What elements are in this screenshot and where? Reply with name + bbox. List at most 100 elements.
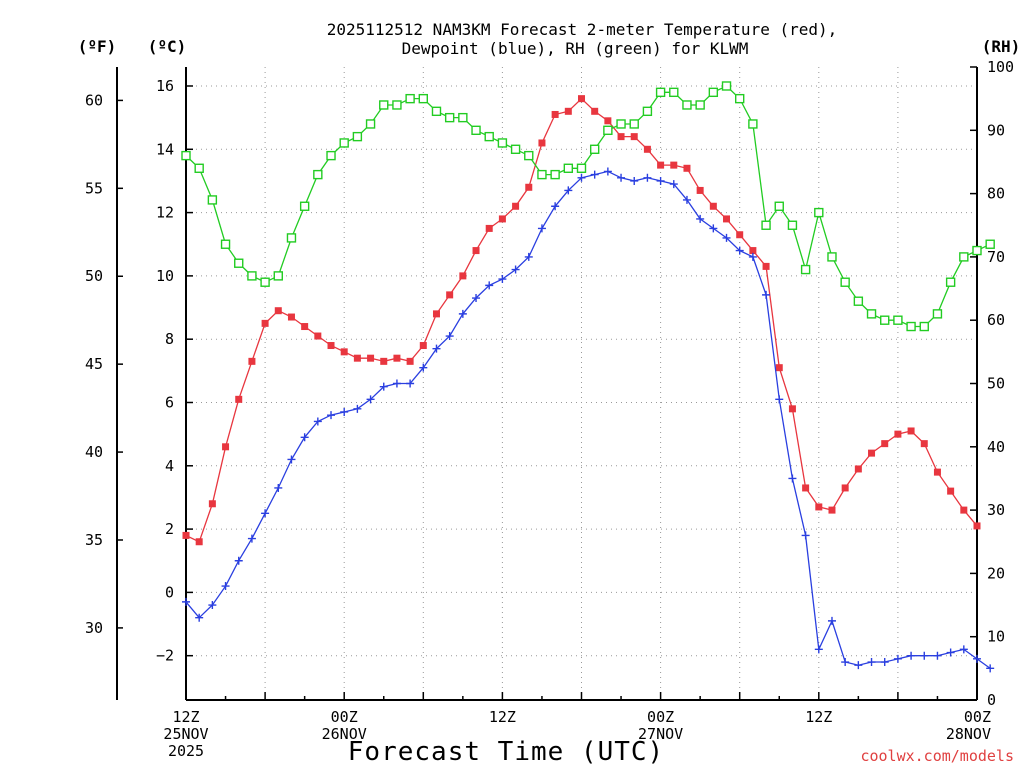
fahrenheit-tick-label: 40 <box>85 443 103 461</box>
rh-point <box>959 252 969 262</box>
temperature-point <box>762 262 770 270</box>
rh-unit-label: (RH) <box>982 37 1021 56</box>
axis-ticks: −2 0 2 4 6 8 10 12 14 16 30 35 40 45 50 55 60 0 10 20 30 40 50… <box>85 58 1014 760</box>
rh-point <box>603 125 613 136</box>
rh-point <box>326 150 336 161</box>
dewpoint-point <box>182 597 190 606</box>
rh-point <box>906 321 916 332</box>
rh-point <box>629 119 639 129</box>
dewpoint-point <box>643 173 652 182</box>
temperature-point <box>551 110 559 118</box>
temperature-point <box>248 357 256 365</box>
dewpoint-point <box>656 176 665 185</box>
temperature-point <box>933 468 941 476</box>
temperature-point <box>327 342 335 350</box>
rh-point <box>932 309 943 319</box>
dewpoint-point <box>392 379 401 388</box>
temperature-point <box>208 500 216 508</box>
temperature-point <box>195 538 203 546</box>
rh-point <box>669 87 679 98</box>
dewpoint-point <box>247 534 256 543</box>
celsius-tick-label: 2 <box>165 520 174 538</box>
rh-point <box>392 100 402 110</box>
dewpoint-point <box>827 616 836 625</box>
dewpoint-point <box>261 509 270 518</box>
temperature-point <box>472 247 480 255</box>
dewpoint-point <box>867 658 876 667</box>
temperature-point <box>802 484 810 492</box>
rh-point <box>800 264 811 275</box>
temperature-point <box>274 307 282 315</box>
dewpoint-point <box>208 601 217 610</box>
dewpoint-point <box>458 309 467 318</box>
dewpoint-point <box>445 332 454 341</box>
celsius-tick-label: 12 <box>156 204 174 222</box>
dewpoint-point <box>590 170 599 179</box>
dewpoint-point <box>617 173 626 182</box>
rh-point <box>853 296 864 306</box>
dewpoint-point <box>933 651 942 660</box>
fahrenheit-tick-label: 55 <box>85 179 103 197</box>
rh-point <box>721 81 732 91</box>
rh-point <box>972 245 982 256</box>
dewpoint-point <box>419 363 428 372</box>
dewpoint-point <box>353 404 362 413</box>
temperature-point <box>419 342 427 350</box>
dewpoint-point <box>577 173 586 182</box>
dewpoint-point <box>630 176 639 185</box>
temperature-point <box>512 202 520 210</box>
dewpoint-point <box>340 407 349 416</box>
rh-point <box>207 195 218 205</box>
temperature-point <box>340 348 348 356</box>
dewpoint-point <box>920 651 929 660</box>
dewpoint-point <box>221 582 230 591</box>
dewpoint-point <box>841 658 850 667</box>
rh-point <box>484 131 494 142</box>
temperature-point <box>775 364 783 372</box>
rh-tick-label: 90 <box>987 121 1005 139</box>
temperature-point <box>367 354 375 362</box>
dewpoint-point <box>287 455 296 464</box>
dewpoint-point <box>234 556 243 565</box>
temperature-point <box>683 164 691 172</box>
axes <box>116 67 978 701</box>
fahrenheit-unit-label: (ºF) <box>78 37 117 56</box>
time-tick-label: 12Z <box>172 708 199 726</box>
dewpoint-point <box>986 664 995 673</box>
temperature-point <box>643 145 651 153</box>
rh-point <box>299 201 310 211</box>
dewpoint-point <box>366 395 375 404</box>
time-tick-label: 12Z <box>489 708 516 726</box>
x-axis-label: Forecast Time (UTC) <box>348 737 664 767</box>
rh-point <box>708 87 719 98</box>
rh-tick-label: 40 <box>987 438 1005 456</box>
temperature-point <box>736 231 744 239</box>
dewpoint-point <box>432 344 441 353</box>
temperature-point <box>854 465 862 473</box>
dewpoint-line <box>185 170 991 669</box>
dewpoint-point <box>959 645 968 654</box>
rh-point <box>774 201 784 211</box>
fahrenheit-tick-label: 50 <box>85 267 103 285</box>
fahrenheit-tick-label: 30 <box>85 619 103 637</box>
temperature-point <box>617 133 625 141</box>
rh-point <box>748 119 758 129</box>
rh-tick-label: 100 <box>987 58 1014 76</box>
dewpoint-point <box>709 224 718 233</box>
dewpoint-point <box>669 180 678 189</box>
rh-point <box>405 93 415 104</box>
rh-point <box>840 277 850 287</box>
temperature-point <box>182 531 190 539</box>
temperature-point <box>657 161 665 169</box>
rh-point <box>735 93 745 104</box>
dewpoint-point <box>814 645 823 654</box>
temperature-point <box>222 443 230 451</box>
rh-tick-label: 80 <box>987 185 1005 203</box>
dewpoint-point <box>775 395 784 404</box>
rh-point <box>247 271 257 281</box>
temperature-point <box>907 427 915 435</box>
dewpoint-point <box>406 379 415 388</box>
dewpoint-point <box>498 275 507 284</box>
temperature-point <box>723 215 731 223</box>
rh-point <box>616 119 626 129</box>
